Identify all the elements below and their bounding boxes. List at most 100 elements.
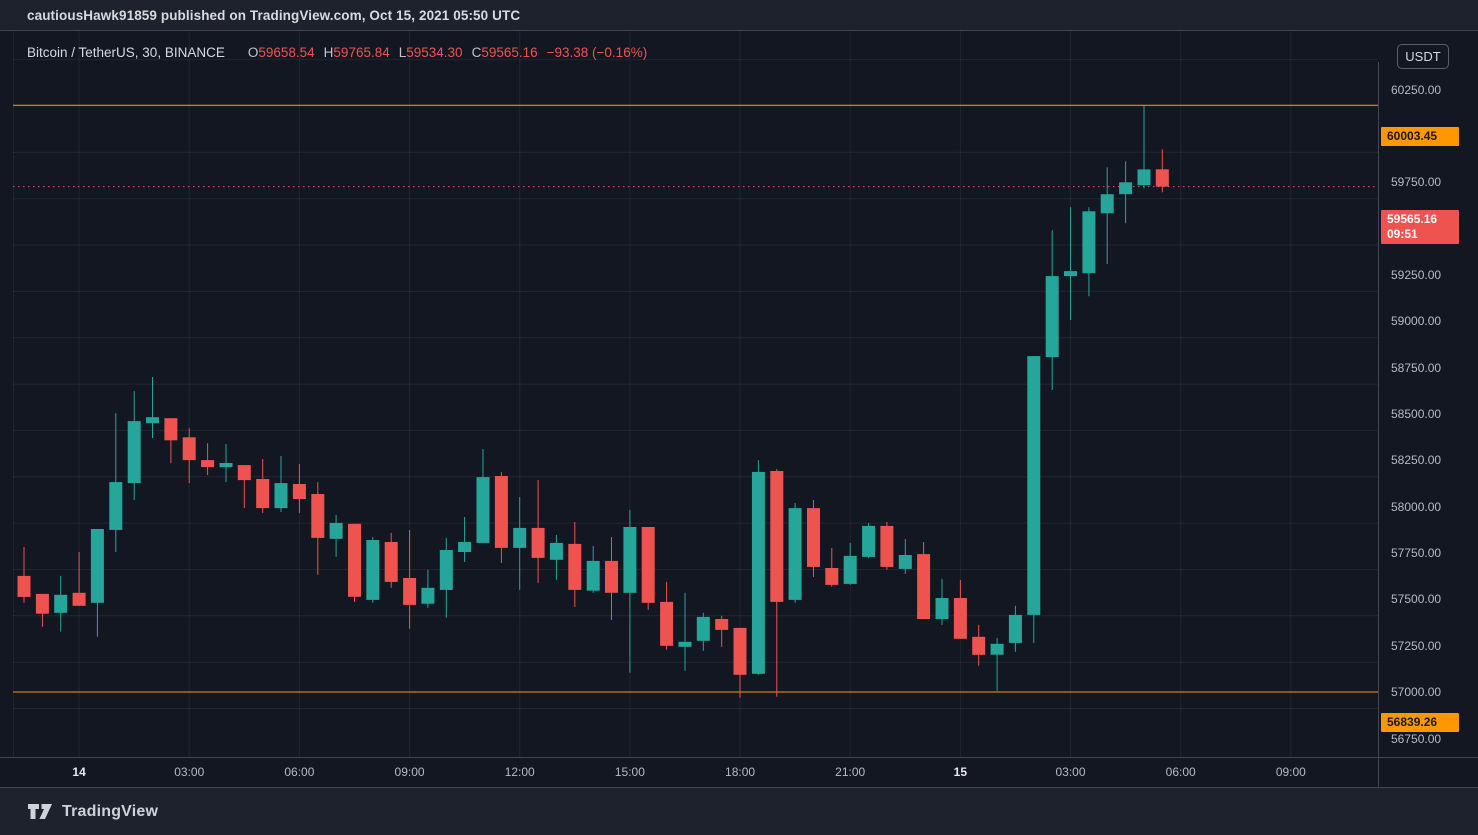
price-axis-label: 58000.00 <box>1391 499 1442 514</box>
level-price-badge[interactable]: 56839.26 <box>1381 713 1459 733</box>
axis-corner <box>1378 758 1478 787</box>
candle <box>366 537 380 603</box>
candle <box>605 537 618 620</box>
candle <box>935 578 949 625</box>
candle <box>733 627 747 698</box>
tradingview-logo-icon <box>28 804 52 819</box>
candle <box>825 547 839 587</box>
level-price-badge[interactable]: 60003.45 <box>1381 126 1459 146</box>
symbol-title[interactable]: Bitcoin / TetherUS, 30, BINANCE <box>27 45 225 60</box>
ohlc-label: H <box>323 45 334 60</box>
time-axis-label: 09:00 <box>1275 765 1306 779</box>
time-axis[interactable]: 14 03:00 06:00 09:00 12:00 15:00 18:00 21:00 15 0… <box>0 757 1478 788</box>
price-axis-label: 56750.00 <box>1391 731 1442 746</box>
price-axis-label: 59750.00 <box>1391 175 1442 190</box>
ohlc-label: C <box>471 45 482 60</box>
ohlc-label: O <box>247 45 259 60</box>
ohlc-values: O59658.54 H59765.84 L59534.30 C59565.16 −93.… <box>239 45 647 60</box>
candle <box>164 418 178 464</box>
candle <box>917 542 931 619</box>
candle <box>182 428 196 484</box>
chart-pane: Bitcoin / TetherUS, 30, BINANCE O59658.54… <box>0 31 1478 788</box>
candle <box>972 624 986 666</box>
candle <box>403 530 417 629</box>
candle <box>770 469 784 697</box>
candle <box>1008 605 1022 652</box>
time-axis-label: 14 <box>72 765 86 779</box>
candle <box>109 413 123 552</box>
time-axis-label: 15 <box>953 765 968 779</box>
candle <box>127 391 141 501</box>
candle <box>219 444 233 483</box>
price-axis-label: 59000.00 <box>1391 314 1442 329</box>
candle <box>72 552 86 606</box>
candle <box>146 377 159 438</box>
candle <box>201 443 215 476</box>
candle <box>623 509 637 673</box>
candle <box>513 497 527 590</box>
candle <box>531 480 545 583</box>
candle <box>439 537 453 618</box>
candle <box>421 569 435 608</box>
price-axis-label: 57500.00 <box>1391 592 1442 607</box>
candle <box>292 464 306 513</box>
candle <box>274 456 288 512</box>
candle <box>237 465 251 508</box>
candle <box>586 545 600 593</box>
candle <box>660 581 674 650</box>
candle <box>898 539 912 574</box>
time-axis-label: 15:00 <box>614 765 645 779</box>
time-axis-label: 03:00 <box>174 765 205 779</box>
currency-toggle-button[interactable]: USDT <box>1397 44 1449 69</box>
chart-legend: Bitcoin / TetherUS, 30, BINANCE O59658.54… <box>27 45 647 60</box>
price-axis-label: 57250.00 <box>1391 638 1442 653</box>
price-axis-label: 58500.00 <box>1391 407 1442 422</box>
attribution-text: cautiousHawk91859 published on TradingVi… <box>27 7 521 23</box>
candle <box>678 592 692 671</box>
time-axis-label: 09:00 <box>394 765 425 779</box>
candle <box>953 580 967 639</box>
tradingview-brand[interactable]: TradingView <box>27 803 158 821</box>
attribution-bar: cautiousHawk91859 published on TradingVi… <box>0 0 1478 31</box>
ohlc-label: L <box>398 45 407 60</box>
candle <box>990 637 1004 691</box>
footer-bar: TradingView <box>0 788 1478 835</box>
current-price-badge[interactable]: 59565.16 09:51 <box>1381 209 1459 244</box>
candle <box>476 449 490 543</box>
ohlc-value: 59565.16 <box>481 45 538 60</box>
time-axis-label: 06:00 <box>284 765 315 779</box>
candle <box>1137 105 1151 189</box>
time-axis-label: 18:00 <box>725 765 756 779</box>
candle <box>880 522 894 570</box>
ohlc-value: 59658.54 <box>258 45 315 60</box>
candle <box>90 529 104 637</box>
time-axis-label: 21:00 <box>835 765 866 779</box>
candle <box>1155 149 1169 193</box>
change-value: −93.38 (−0.16%) <box>546 45 648 60</box>
candle <box>35 593 49 627</box>
candle <box>1082 207 1096 297</box>
price-axis-label: 57000.00 <box>1391 685 1442 700</box>
candle <box>1027 356 1041 643</box>
candle <box>788 503 802 603</box>
ohlc-value: 59765.84 <box>333 45 390 60</box>
candle <box>696 612 710 651</box>
candle <box>641 527 655 610</box>
candle <box>549 535 563 580</box>
candle <box>17 547 31 603</box>
candle <box>494 472 508 563</box>
price-axis-label: 57750.00 <box>1391 546 1442 561</box>
candle <box>348 523 361 602</box>
price-axis-label: 58750.00 <box>1391 360 1442 375</box>
price-axis-label: 59250.00 <box>1391 268 1442 282</box>
time-axis-label: 06:00 <box>1165 765 1196 779</box>
candle <box>568 522 582 607</box>
candlestick-chart[interactable] <box>0 31 1378 757</box>
candle <box>1119 161 1133 224</box>
ohlc-value: 59534.30 <box>406 45 463 60</box>
candle <box>54 575 68 632</box>
price-axis[interactable]: 60250.00 59750.00 59250.00 59000.00 58750.00… <box>1378 62 1478 788</box>
candle <box>807 500 820 577</box>
candle <box>311 482 325 575</box>
